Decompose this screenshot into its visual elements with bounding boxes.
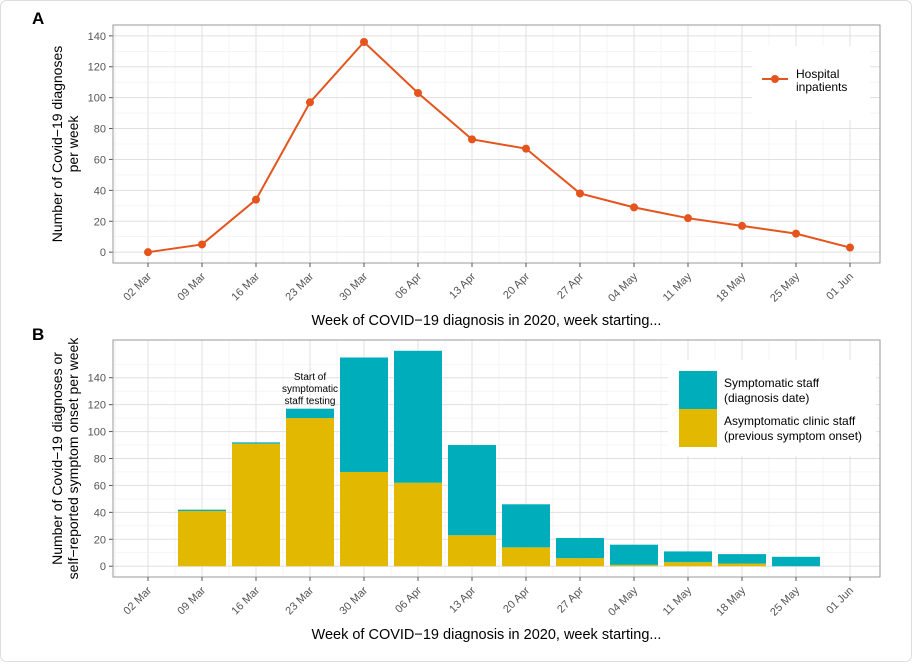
bar-segment: [556, 537, 604, 559]
bar-segment: [340, 471, 388, 567]
legend-box: [752, 46, 870, 120]
data-point: [360, 38, 368, 46]
y-tick-label: 60: [94, 154, 106, 166]
plot-panel: [112, 339, 881, 578]
data-point: [522, 144, 530, 153]
data-point: [846, 243, 854, 252]
data-point: [792, 229, 800, 238]
bar-segment: [286, 418, 334, 567]
data-point: [144, 248, 152, 257]
y-tick-label: 100: [88, 93, 106, 105]
legend-label: Asymptomatic clinic staff: [724, 414, 856, 428]
y-tick-label: 40: [94, 185, 106, 197]
y-tick-label: 140: [88, 31, 106, 43]
legend-label: Hospital: [796, 67, 839, 81]
x-axis-title: Week of COVID−19 diagnosis in 2020, week…: [312, 313, 662, 329]
bar-segment: [610, 544, 658, 565]
y-tick-label: 120: [88, 62, 106, 74]
data-point: [468, 135, 476, 144]
bar-segment: [502, 547, 550, 567]
x-axis-title: Week of COVID−19 diagnosis in 2020, week…: [312, 627, 662, 643]
series-line: [147, 40, 851, 254]
y-axis-title: Number of Covid−19 diagnoses: [49, 46, 65, 243]
legend-label: Symptomatic staff: [724, 376, 820, 390]
y-tick-label: 120: [88, 400, 106, 412]
bar-segment: [502, 504, 550, 548]
legend-label: (diagnosis date): [724, 391, 809, 405]
bar-segment: [178, 511, 226, 567]
bar-segment: [178, 509, 226, 512]
data-point: [198, 240, 206, 249]
annotation: staff testing: [285, 396, 336, 407]
panel-label: A: [32, 9, 44, 28]
legend-key-point: [771, 75, 779, 83]
bar-segment: [286, 408, 334, 419]
data-point: [414, 89, 422, 97]
annotation: symptomatic: [282, 384, 338, 395]
legend-key: [679, 409, 717, 447]
y-axis-title: per week: [65, 115, 81, 173]
data-point: [738, 221, 746, 230]
y-tick-label: 20: [94, 534, 106, 546]
annotation: Start of: [294, 372, 326, 383]
y-axis-title: self−reported symptom onset per week: [65, 337, 81, 580]
y-tick-label: 60: [94, 480, 106, 492]
legend-label: inpatients: [796, 80, 847, 94]
y-tick-label: 0: [100, 561, 106, 573]
data-point: [576, 189, 584, 198]
plot-panel: [112, 24, 881, 264]
bar-segment: [718, 563, 766, 567]
bar-segment: [772, 556, 820, 567]
bar-segment: [718, 554, 766, 564]
y-tick-label: 20: [94, 216, 106, 228]
panel-label: B: [32, 325, 44, 344]
y-tick-label: 0: [100, 247, 106, 259]
bar-segment: [664, 562, 712, 567]
data-point: [306, 98, 314, 107]
bar-segment: [340, 357, 388, 472]
bar-segment: [394, 482, 442, 567]
y-tick-label: 40: [94, 507, 106, 519]
bar-segment: [448, 535, 496, 567]
y-axis-title: Number of Covid−19 diagnoses or: [49, 352, 65, 565]
y-tick-label: 100: [88, 427, 106, 439]
bar-segment: [394, 350, 442, 483]
legend-key: [679, 371, 717, 409]
bar-segment: [556, 558, 604, 567]
legend-label: (previous symptom onset): [724, 429, 862, 443]
y-tick-label: 140: [88, 373, 106, 385]
bar-segment: [232, 443, 280, 567]
data-point: [630, 203, 638, 212]
bar-segment: [664, 551, 712, 563]
bar-segment: [610, 564, 658, 567]
y-tick-label: 80: [94, 124, 106, 136]
bar-segment: [448, 445, 496, 536]
data-point: [684, 214, 692, 223]
y-tick-label: 80: [94, 454, 106, 466]
bar-segment: [232, 442, 280, 444]
data-point: [252, 195, 260, 204]
